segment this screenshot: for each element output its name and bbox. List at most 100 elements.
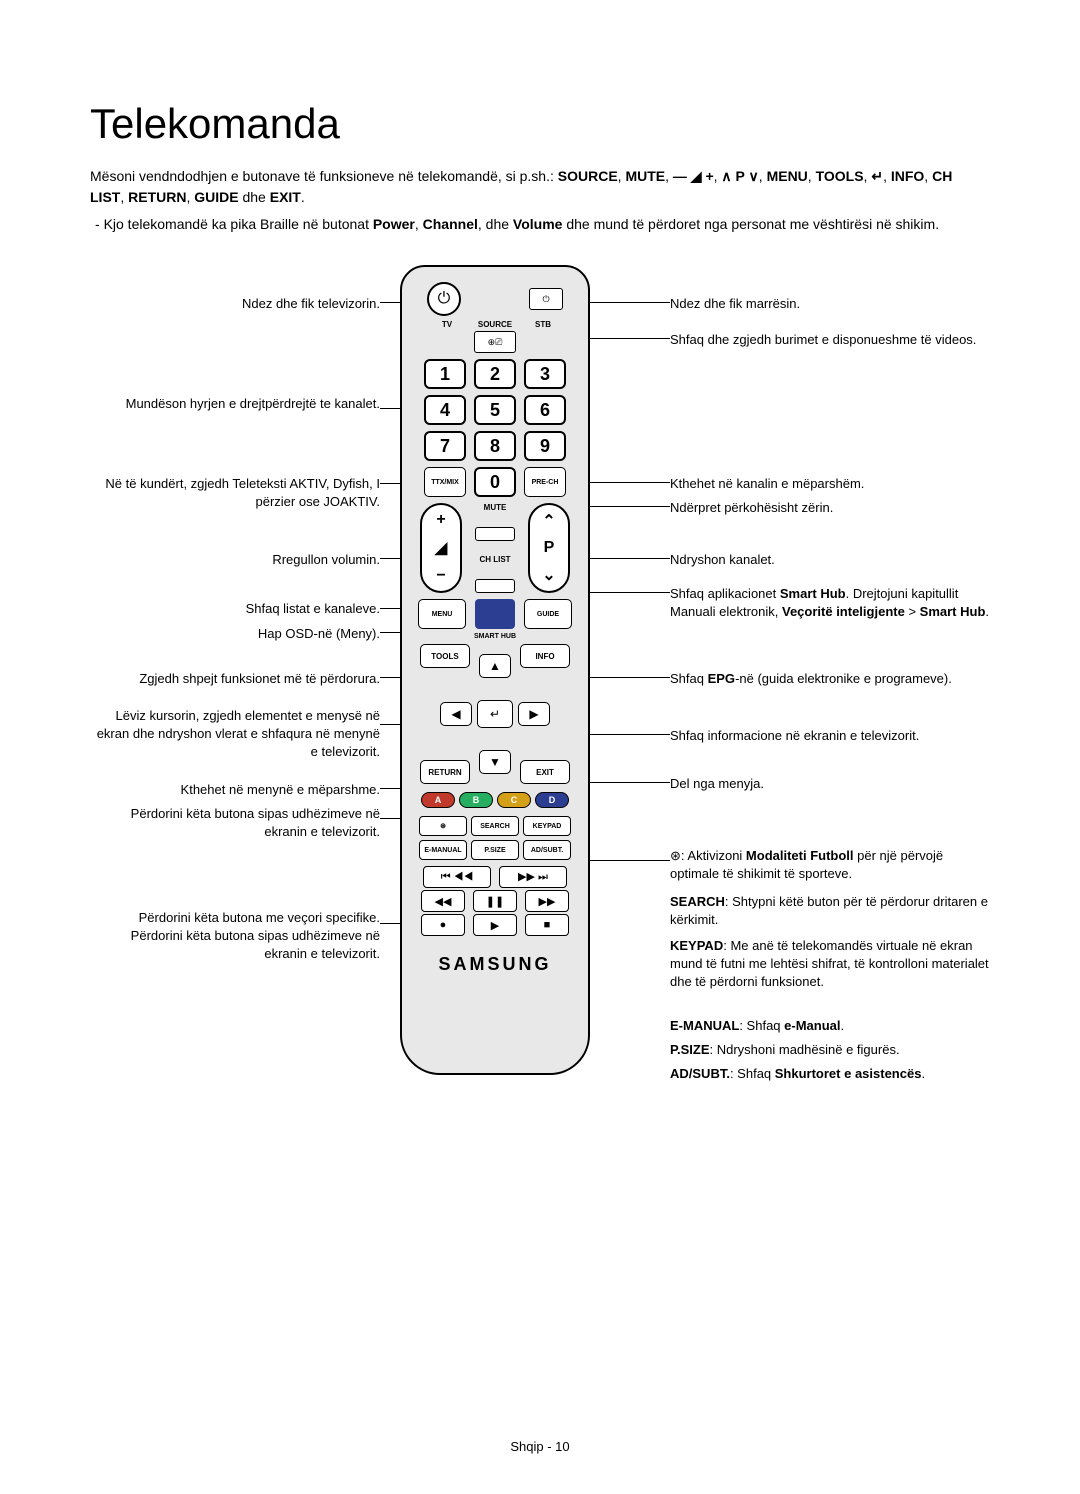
label-color-buttons: Përdorini këta butona sipas udhëzimeve n… <box>90 805 380 841</box>
label-guide: Shfaq EPG-në (guida elektronike e progra… <box>670 670 952 688</box>
power-tv-button[interactable]: ⏻ <box>427 282 461 316</box>
psize-button[interactable]: P.SIZE <box>471 840 519 860</box>
guide-button[interactable]: GUIDE <box>524 599 572 629</box>
connector-line <box>585 558 670 559</box>
football-button[interactable]: ⊛ <box>419 816 467 836</box>
remote-body: ⏻ ⏻ TV SOURCE STB ⊕⎚ 123 456 789 TTX/MIX… <box>400 265 590 1075</box>
braille-note: Kjo telekomandë ka pika Braille në buton… <box>90 214 990 235</box>
rewind-button[interactable]: ◀◀ <box>421 890 465 912</box>
connector-line <box>590 302 670 303</box>
arrow-down[interactable]: ▼ <box>479 750 511 774</box>
menu-button[interactable]: MENU <box>418 599 466 629</box>
exit-button[interactable]: EXIT <box>520 760 570 784</box>
chlist-label: CH LIST <box>479 555 510 564</box>
play-button[interactable]: ▶ <box>473 914 517 936</box>
ttx-button[interactable]: TTX/MIX <box>424 467 466 497</box>
arrow-up[interactable]: ▲ <box>479 654 511 678</box>
tools-button[interactable]: TOOLS <box>420 644 470 668</box>
stb-label: STB <box>526 320 560 329</box>
label-info: Shfaq informacione në ekranin e televizo… <box>670 727 919 745</box>
label-channel: Ndryshon kanalet. <box>670 551 775 569</box>
connector-line <box>585 592 670 593</box>
num-8[interactable]: 8 <box>474 431 516 461</box>
chlist-button[interactable] <box>475 579 515 593</box>
volume-rocker[interactable]: +◢− <box>420 503 462 593</box>
label-search: SEARCH: Shtypni këtë buton për të përdor… <box>670 893 990 929</box>
label-exit: Del nga menyja. <box>670 775 764 793</box>
mute-label: MUTE <box>484 503 507 512</box>
num-2[interactable]: 2 <box>474 359 516 389</box>
connector-line <box>590 482 670 483</box>
remote-diagram: Ndez dhe fik televizorin. Mundëson hyrje… <box>90 265 990 1215</box>
label-mute: Ndërpret përkohësisht zërin. <box>670 499 833 517</box>
adsubt-button[interactable]: AD/SUBT. <box>523 840 571 860</box>
label-power-tv: Ndez dhe fik televizorin. <box>242 295 380 313</box>
label-direct-channel: Mundëson hyrjen e drejtpërdrejtë te kana… <box>126 395 380 413</box>
connector-line <box>587 677 670 678</box>
label-keypad: KEYPAD: Me anë të telekomandës virtuale … <box>670 937 990 992</box>
next-track-button[interactable]: ▶▶ ⏭ <box>499 866 567 888</box>
label-power-stb: Ndez dhe fik marrësin. <box>670 295 800 313</box>
prech-button[interactable]: PRE-CH <box>524 467 566 497</box>
label-play-buttons: Përdorini këta butona me veçori specifik… <box>90 909 380 964</box>
return-button[interactable]: RETURN <box>420 760 470 784</box>
label-psize: P.SIZE: Ndryshoni madhësinë e figurës. <box>670 1041 900 1059</box>
ch-down-icon: ⌄ <box>542 565 555 585</box>
label-menu: Hap OSD-në (Meny). <box>258 625 380 643</box>
label-smarthub: Shfaq aplikacionet Smart Hub. Drejtojuni… <box>670 585 990 621</box>
num-4[interactable]: 4 <box>424 395 466 425</box>
label-adsubt: AD/SUBT.: Shfaq Shkurtoret e asistencës. <box>670 1065 925 1083</box>
color-a-button[interactable]: A <box>421 792 455 808</box>
label-source: Shfaq dhe zgjedh burimet e disponueshme … <box>670 331 976 349</box>
source-button[interactable]: ⊕⎚ <box>474 331 516 353</box>
ch-up-icon: ⌃ <box>542 511 555 531</box>
info-button[interactable]: INFO <box>520 644 570 668</box>
enter-button[interactable]: ↵ <box>477 700 513 728</box>
keypad-button[interactable]: KEYPAD <box>523 816 571 836</box>
search-button[interactable]: SEARCH <box>471 816 519 836</box>
arrow-right[interactable]: ▶ <box>518 702 550 726</box>
num-5[interactable]: 5 <box>474 395 516 425</box>
connector-line <box>585 506 670 507</box>
label-football: ⊛: Aktivizoni Modaliteti Futboll për një… <box>670 847 990 883</box>
pause-button[interactable]: ❚❚ <box>473 890 517 912</box>
prev-track-button[interactable]: ⏮ ◀◀ <box>423 866 491 888</box>
arrow-left[interactable]: ◀ <box>440 702 472 726</box>
page-footer: Shqip - 10 <box>0 1439 1080 1454</box>
source-label: SOURCE <box>476 320 514 329</box>
label-volume: Rregullon volumin. <box>272 551 380 569</box>
nav-pad: TOOLS INFO RETURN EXIT ▲ ▼ ◀ ▶ ↵ <box>420 644 570 784</box>
channel-rocker[interactable]: ⌃ P ⌄ <box>528 503 570 593</box>
connector-line <box>587 734 670 735</box>
label-cursor: Lëviz kursorin, zgjedh elementet e menys… <box>90 707 380 762</box>
num-0[interactable]: 0 <box>474 467 516 497</box>
num-7[interactable]: 7 <box>424 431 466 461</box>
color-d-button[interactable]: D <box>535 792 569 808</box>
power-stb-button[interactable]: ⏻ <box>529 288 563 310</box>
connector-line <box>590 860 670 861</box>
connector-line <box>590 338 670 339</box>
label-return: Kthehet në menynë e mëparshme. <box>181 781 380 799</box>
tv-label: TV <box>430 320 464 329</box>
num-9[interactable]: 9 <box>524 431 566 461</box>
num-1[interactable]: 1 <box>424 359 466 389</box>
page-title: Telekomanda <box>90 100 990 148</box>
p-label: P <box>544 539 555 557</box>
color-c-button[interactable]: C <box>497 792 531 808</box>
smarthub-label: SMART HUB <box>412 633 578 640</box>
smarthub-button[interactable] <box>475 599 515 629</box>
label-chlist: Shfaq listat e kanaleve. <box>246 600 380 618</box>
label-prech: Kthehet në kanalin e mëparshëm. <box>670 475 864 493</box>
emanual-button[interactable]: E-MANUAL <box>419 840 467 860</box>
color-b-button[interactable]: B <box>459 792 493 808</box>
samsung-logo: SAMSUNG <box>412 954 578 975</box>
color-buttons: A B C D <box>412 792 578 808</box>
mute-button[interactable] <box>475 527 515 541</box>
num-6[interactable]: 6 <box>524 395 566 425</box>
stop-button[interactable]: ■ <box>525 914 569 936</box>
fforward-button[interactable]: ▶▶ <box>525 890 569 912</box>
record-button[interactable]: ● <box>421 914 465 936</box>
num-3[interactable]: 3 <box>524 359 566 389</box>
label-emanual: E-MANUAL: Shfaq e-Manual. <box>670 1017 844 1035</box>
volume-icon: ◢ <box>435 538 447 558</box>
